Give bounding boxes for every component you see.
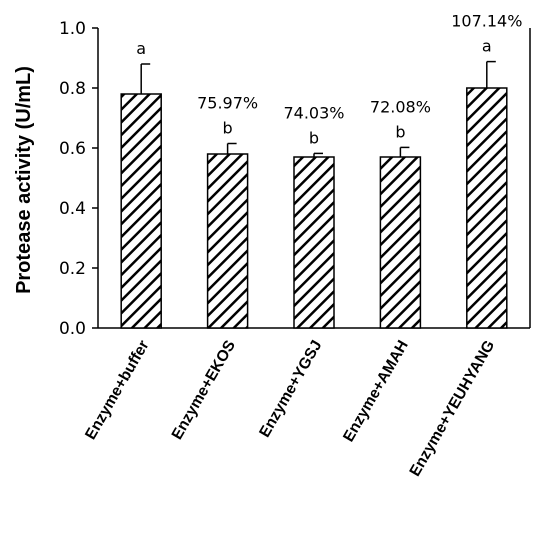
significance-letter: a <box>136 39 146 58</box>
significance-letter: b <box>395 122 405 141</box>
bar <box>466 87 508 329</box>
category-label: Enzyme+buffer <box>82 338 152 443</box>
y-tick-label: 0.0 <box>59 319 86 339</box>
percent-label: 107.14% <box>451 12 522 31</box>
significance-letter: a <box>482 37 492 56</box>
category-label: Enzyme+YEUHYANG <box>407 338 499 480</box>
category-label: Enzyme+EKOS <box>169 338 240 443</box>
significance-letter: b <box>223 119 233 138</box>
y-tick-label: 1.0 <box>59 19 86 39</box>
percent-label: 75.97% <box>197 94 258 113</box>
bar <box>293 156 335 329</box>
category-label: Enzyme+YGSJ <box>256 338 325 441</box>
bar <box>379 156 422 329</box>
y-tick-label: 0.4 <box>59 199 86 219</box>
y-tick-label: 0.2 <box>59 259 86 279</box>
y-axis-title: Protease activity (U/mL) <box>13 66 35 294</box>
y-tick-label: 0.6 <box>59 139 86 159</box>
category-label: Enzyme+AMAH <box>340 338 412 445</box>
y-tick-label: 0.8 <box>59 79 86 99</box>
significance-letter: b <box>309 128 319 147</box>
percent-label: 74.03% <box>283 103 344 122</box>
bar <box>120 93 162 329</box>
bar <box>206 153 249 329</box>
percent-label: 72.08% <box>370 97 431 116</box>
